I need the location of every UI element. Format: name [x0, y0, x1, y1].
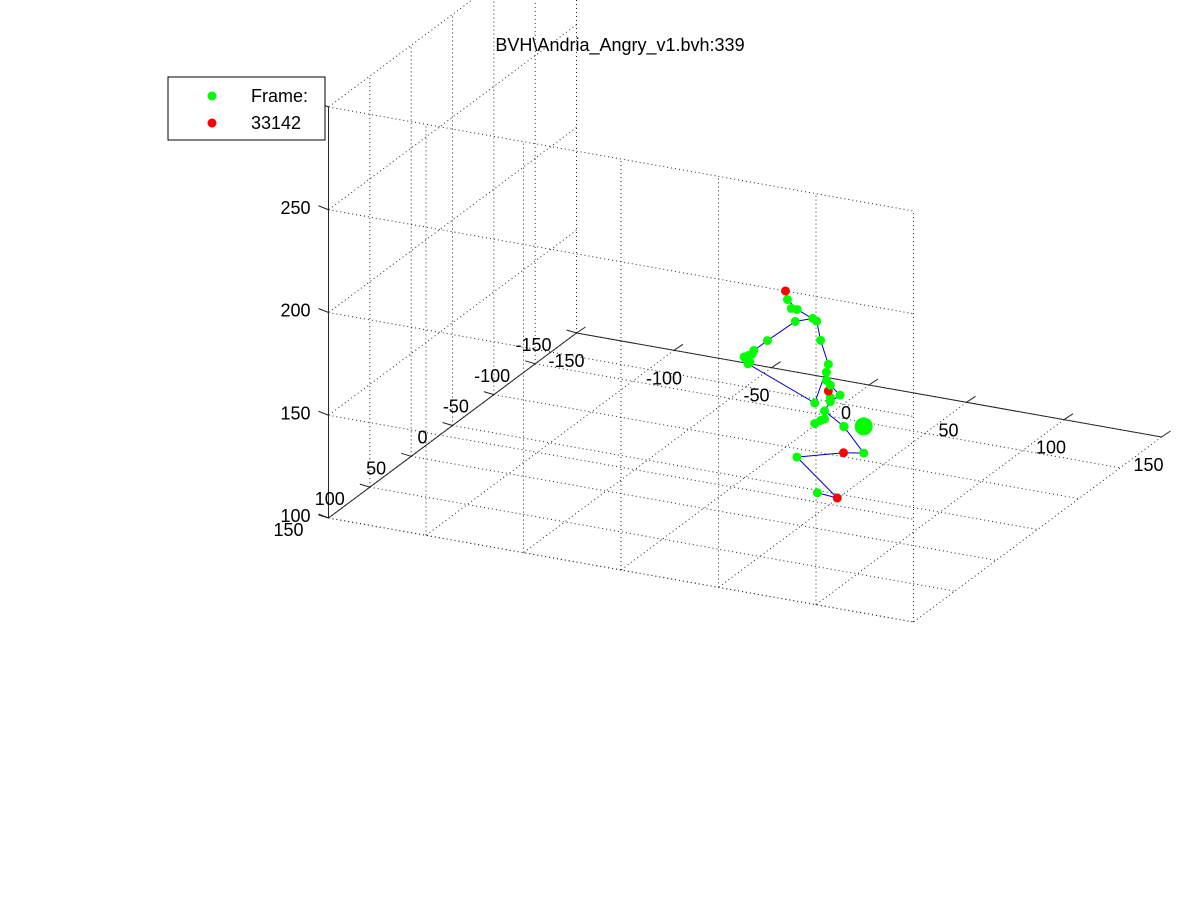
joint-point — [808, 313, 818, 323]
skeleton-joints — [739, 286, 873, 503]
y-tick-label: 100 — [315, 489, 345, 509]
joint-point — [821, 375, 831, 385]
joint-point — [819, 406, 829, 416]
skeleton-bone — [843, 426, 865, 454]
y-tick-mark — [442, 422, 453, 426]
x-tick-label: -50 — [744, 386, 770, 406]
y-tick-label: 150 — [273, 520, 303, 540]
legend-label-frame: Frame: — [251, 86, 308, 106]
legend-marker-frame — [207, 91, 217, 101]
joint-point — [786, 303, 796, 313]
x-tick-mark — [576, 326, 586, 334]
y-tick-mark — [483, 391, 494, 396]
x-tick-mark — [1063, 413, 1074, 421]
x-tick-mark — [966, 395, 976, 403]
skeleton-bone — [796, 456, 838, 499]
y-tick-label: -50 — [443, 397, 469, 417]
skeleton-bone — [796, 452, 844, 458]
joint-point — [762, 336, 772, 346]
y-tick-mark — [525, 360, 536, 365]
y-tick-label: 50 — [366, 458, 386, 478]
joint-point — [792, 452, 802, 462]
joint-point — [816, 335, 826, 345]
y-tick-label: -150 — [515, 335, 551, 355]
z-tick-mark — [318, 308, 329, 313]
y-tick-mark — [401, 452, 412, 457]
x-tick-mark — [771, 361, 781, 369]
joint-point — [835, 390, 845, 400]
legend-label-33142: 33142 — [251, 113, 301, 133]
z-tick-label: 100 — [280, 506, 310, 526]
z-tick-label: 200 — [280, 301, 310, 321]
skeleton-bone — [747, 363, 815, 404]
z-tick-label: 250 — [280, 198, 310, 218]
joint-point — [790, 316, 800, 326]
end-site-point — [832, 493, 842, 503]
joint-point — [819, 414, 829, 424]
end-site-point — [839, 448, 849, 458]
joint-point — [782, 295, 792, 305]
joint-cluster-point — [854, 417, 873, 436]
x-tick-label: 0 — [841, 403, 851, 423]
legend-marker-33142 — [207, 118, 217, 128]
joint-point — [812, 488, 822, 498]
x-tick-mark — [868, 378, 879, 386]
joint-point — [810, 398, 820, 408]
joint-point — [859, 448, 869, 458]
x-tick-mark — [1161, 430, 1171, 438]
x-tick-label: -100 — [646, 368, 682, 388]
x-tick-mark — [673, 343, 684, 351]
z-tick-mark — [318, 410, 329, 416]
x-tick-label: 150 — [1134, 455, 1164, 475]
end-site-point — [780, 286, 790, 296]
x-tick-label: -150 — [549, 351, 585, 371]
z-tick-label: 150 — [280, 403, 310, 423]
x-tick-label: 50 — [939, 420, 959, 440]
skeleton-bone — [767, 321, 796, 341]
legend: Frame: 33142 — [167, 76, 326, 141]
joint-point — [749, 345, 759, 355]
joint-point — [823, 359, 833, 369]
y-tick-mark — [359, 483, 370, 488]
joint-point — [839, 421, 849, 431]
y-tick-label: -100 — [474, 366, 510, 386]
z-tick-mark — [318, 205, 329, 211]
x-tick-label: 100 — [1036, 438, 1066, 458]
y-tick-label: 0 — [417, 427, 427, 447]
y-tick-mark — [566, 329, 577, 334]
y-tick-mark — [318, 514, 329, 519]
legend-box — [167, 76, 326, 141]
chart-title: BVH\Andria_Angry_v1.bvh:339 — [495, 35, 744, 56]
joint-point — [821, 367, 831, 377]
